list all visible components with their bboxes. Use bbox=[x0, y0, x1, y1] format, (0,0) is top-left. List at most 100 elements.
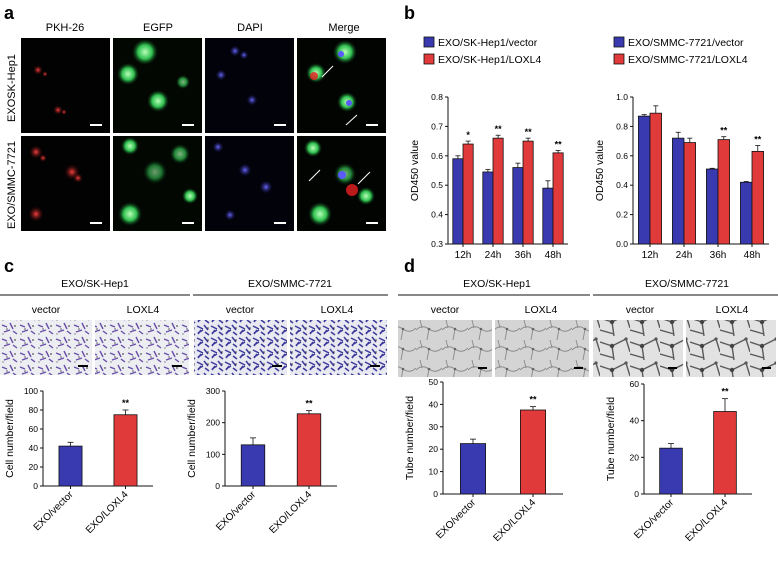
micrograph-dapi-skhep1 bbox=[205, 38, 294, 133]
x-tick-label: 24h bbox=[676, 250, 693, 261]
y-tick-label: 0.0 bbox=[616, 239, 628, 249]
panel-c-label-loxl4-2: LOXL4 bbox=[321, 304, 354, 316]
x-tick-label: EXO/LOXL4 bbox=[491, 497, 538, 544]
bar bbox=[452, 158, 464, 245]
panel-d-images: EXO/SK-Hep1 EXO/SMMC-7721 vector LOXL4 v… bbox=[398, 278, 778, 377]
chart-tube-smmc7721: 0 20 40 60 Tube number/field EXO/vector EXO/LO… bbox=[605, 379, 752, 544]
y-axis-title: OD450 value bbox=[594, 140, 606, 201]
x-tick-label: 24h bbox=[485, 250, 502, 261]
y-tick-label: 0 bbox=[215, 481, 220, 491]
x-tick-label: 36h bbox=[710, 250, 727, 261]
bar bbox=[672, 137, 685, 245]
significance-label: ** bbox=[555, 140, 563, 150]
legend-swatch bbox=[613, 36, 625, 48]
y-tick-label: 20 bbox=[429, 444, 439, 454]
col-header-dapi: DAPI bbox=[237, 22, 263, 34]
y-tick-label: 40 bbox=[29, 443, 39, 453]
y-tick-label: 20 bbox=[630, 452, 640, 462]
y-tick-label: 60 bbox=[29, 424, 39, 434]
y-tick-label: 200 bbox=[206, 418, 220, 428]
y-tick-label: 0 bbox=[433, 489, 438, 499]
y-axis-title: Cell number/field bbox=[186, 399, 198, 478]
bar bbox=[683, 142, 696, 245]
significance-label: ** bbox=[754, 135, 762, 145]
y-tick-label: 60 bbox=[630, 379, 640, 389]
bar bbox=[520, 409, 547, 495]
y-tick-label: 0.4 bbox=[431, 210, 443, 220]
legend-swatch bbox=[613, 53, 625, 65]
y-tick-label: 0.3 bbox=[431, 239, 443, 249]
x-tick-label: 12h bbox=[455, 250, 472, 261]
y-axis-title: OD450 value bbox=[409, 140, 421, 201]
bar bbox=[113, 414, 138, 487]
col-header-merge: Merge bbox=[328, 22, 359, 34]
bar bbox=[522, 140, 534, 245]
y-tick-label: 10 bbox=[429, 467, 439, 477]
y-tick-label: 0.5 bbox=[431, 180, 443, 190]
legend-label: EXO/SK-Hep1/LOXL4 bbox=[438, 54, 541, 66]
y-tick-label: 300 bbox=[206, 386, 220, 396]
bar bbox=[482, 171, 494, 245]
tube-image-skhep1-vector bbox=[398, 320, 492, 377]
micrograph-dapi-smmc7721 bbox=[205, 136, 294, 231]
bar bbox=[751, 150, 764, 245]
x-tick-label: EXO/LOXL4 bbox=[683, 497, 730, 544]
x-tick-label: EXO/vector bbox=[32, 489, 76, 533]
y-tick-label: 30 bbox=[429, 422, 439, 432]
micrograph-pkh26-skhep1 bbox=[21, 38, 110, 133]
panel-d-label-vector-2: vector bbox=[626, 304, 655, 316]
bar bbox=[58, 445, 83, 487]
significance-label: ** bbox=[720, 126, 728, 136]
x-tick-label: EXO/LOXL4 bbox=[267, 489, 314, 536]
significance-label: ** bbox=[122, 398, 130, 408]
x-tick-label: EXO/vector bbox=[434, 497, 478, 541]
x-tick-label: 36h bbox=[515, 250, 532, 261]
panel-c-label-loxl4-1: LOXL4 bbox=[127, 304, 160, 316]
x-tick-label: 12h bbox=[642, 250, 659, 261]
legend-label: EXO/SK-Hep1/vector bbox=[438, 37, 538, 49]
x-tick-label: EXO/vector bbox=[214, 489, 258, 533]
panel-c-label-vector-1: vector bbox=[32, 304, 61, 316]
bar bbox=[459, 443, 486, 495]
col-header-egfp: EGFP bbox=[143, 22, 173, 34]
y-tick-label: 20 bbox=[29, 462, 39, 472]
bar bbox=[512, 167, 524, 245]
panel-d-label-loxl4-2: LOXL4 bbox=[716, 304, 749, 316]
bar bbox=[542, 187, 554, 245]
y-tick-label: 100 bbox=[206, 449, 220, 459]
significance-label: ** bbox=[721, 387, 729, 397]
panel-a: PKH-26 EGFP DAPI Merge EXOSK-Hep1 EXO/SM… bbox=[6, 22, 386, 231]
bar bbox=[638, 115, 651, 245]
panel-letter-d: d bbox=[404, 256, 415, 276]
panel-letter-b: b bbox=[404, 3, 415, 23]
bar bbox=[740, 181, 753, 245]
tube-image-skhep1-loxl4 bbox=[495, 320, 589, 377]
bar bbox=[462, 143, 474, 245]
bar bbox=[296, 413, 322, 487]
y-axis-title: Tube number/field bbox=[404, 396, 416, 480]
significance-label: ** bbox=[495, 124, 503, 134]
y-tick-label: 40 bbox=[429, 399, 439, 409]
tube-image-smmc7721-loxl4 bbox=[686, 320, 776, 377]
y-tick-label: 80 bbox=[29, 405, 39, 415]
significance-label: ** bbox=[529, 395, 537, 405]
chart-migration-skhep1: 0 20 40 60 80 100 Cell number/field EXO/vector E… bbox=[4, 386, 153, 536]
bar bbox=[717, 139, 730, 245]
y-axis-title: Tube number/field bbox=[605, 397, 617, 481]
legend-label: EXO/SMMC-7721/vector bbox=[628, 37, 744, 49]
legend-swatch bbox=[423, 36, 435, 48]
bar bbox=[649, 112, 662, 245]
significance-label: * bbox=[466, 130, 470, 140]
panel-c-images: EXO/SK-Hep1 EXO/SMMC-7721 vector LOXL4 v… bbox=[0, 278, 388, 375]
x-tick-label: 48h bbox=[744, 250, 761, 261]
panel-c-label-vector-2: vector bbox=[226, 304, 255, 316]
significance-label: ** bbox=[305, 399, 313, 409]
chart-migration-smmc7721: 0 100 200 300 Cell number/field EXO/vector EXO… bbox=[186, 386, 337, 536]
panel-letter-a: a bbox=[4, 3, 15, 23]
bar bbox=[492, 137, 504, 245]
row-label-skhep1: EXOSK-Hep1 bbox=[6, 54, 18, 122]
chart-proliferation-skhep1: 0.3 0.4 0.5 0.6 0.7 0.8 OD450 value 12h * 24h ** 36… bbox=[409, 36, 568, 261]
y-tick-label: 0.6 bbox=[616, 151, 628, 161]
x-tick-label: EXO/vector bbox=[632, 497, 676, 541]
